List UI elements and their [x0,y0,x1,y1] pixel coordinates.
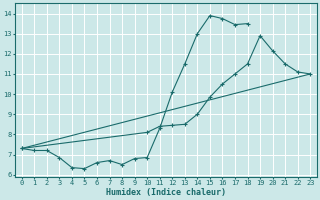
X-axis label: Humidex (Indice chaleur): Humidex (Indice chaleur) [106,188,226,197]
